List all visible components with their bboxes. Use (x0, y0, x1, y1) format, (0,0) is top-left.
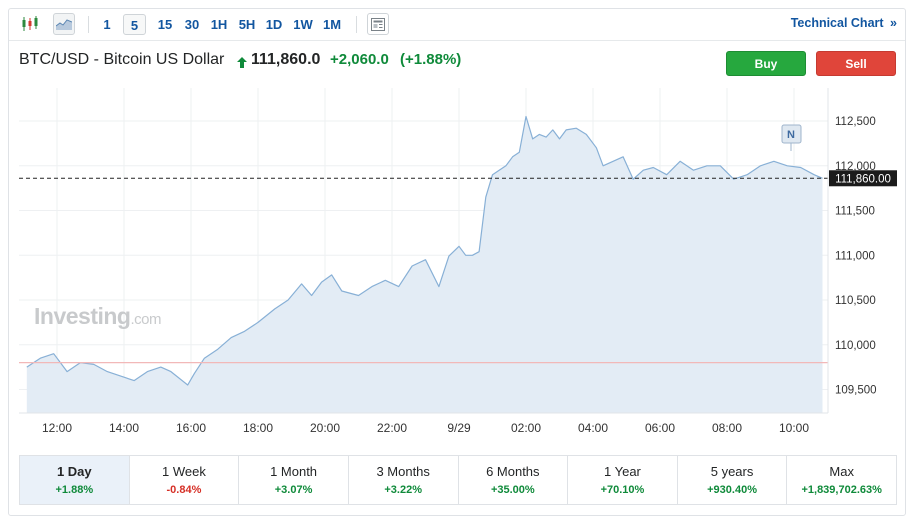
period-label: 1 Year (604, 464, 641, 479)
period-change: +1,839,702.63% (801, 484, 882, 496)
arrow-up-icon (237, 55, 247, 73)
period-label: 1 Day (56, 464, 92, 479)
period-change: +3.07% (274, 484, 313, 496)
y-tick-label: 110,000 (835, 340, 876, 352)
buy-button[interactable]: Buy (726, 51, 806, 76)
x-tick-label: 9/29 (447, 421, 471, 435)
period-change: +70.10% (600, 484, 645, 496)
instrument-name: BTC/USD - Bitcoin US Dollar (19, 51, 225, 68)
area-chart-icon[interactable] (53, 13, 75, 35)
watermark-brand: Investing (34, 303, 131, 329)
period-3-months[interactable]: 3 Months +3.22% (349, 456, 459, 504)
y-tick-label: 111,500 (835, 206, 875, 218)
y-tick-label: 110,500 (835, 295, 876, 307)
interval-5[interactable]: 5 (123, 14, 146, 35)
interval-1d[interactable]: 1D (265, 17, 283, 32)
period-1-week[interactable]: 1 Week -0.84% (130, 456, 240, 504)
x-tick-label: 14:00 (109, 421, 139, 435)
price-change-percent: (+1.88%) (400, 51, 462, 68)
last-price: 111,860.0 (251, 51, 321, 68)
interval-1h[interactable]: 1H (210, 17, 228, 32)
price-area-fill (26, 116, 823, 413)
period-label: Max (829, 464, 854, 479)
interval-1m[interactable]: 1M (322, 17, 342, 32)
period-1-day[interactable]: 1 Day +1.88% (20, 456, 130, 504)
current-price-label-bg (829, 170, 897, 187)
chart-marker-layer: N (781, 124, 802, 151)
price-line (26, 115, 823, 386)
period-change: +3.22% (384, 484, 422, 496)
technical-chart-link[interactable]: Technical Chart » (791, 16, 897, 30)
interval-30[interactable]: 30 (184, 17, 200, 32)
period-label: 1 Week (162, 464, 206, 479)
y-tick-label: 111,000 (835, 250, 875, 262)
interval-5h[interactable]: 5H (238, 17, 256, 32)
toolbar-divider (88, 16, 89, 33)
period-change: -0.84% (166, 484, 202, 496)
interval-1w[interactable]: 1W (293, 17, 313, 32)
chart-widget (8, 8, 906, 516)
toolbar-divider (356, 16, 357, 33)
x-tick-label: 20:00 (310, 421, 340, 435)
x-tick-label: 04:00 (578, 421, 608, 435)
x-tick-label: 16:00 (176, 421, 206, 435)
price-change: +2,060.0 (330, 51, 389, 68)
watermark-suffix: .com (130, 311, 161, 328)
double-chevron-right-icon: » (890, 16, 897, 30)
chart-toolbar: 1 5 15 30 1H 5H 1D 1W 1M Technical Chart… (9, 9, 905, 41)
technical-chart-label: Technical Chart (790, 16, 884, 30)
x-tick-label: 10:00 (779, 421, 809, 435)
interval-15[interactable]: 15 (157, 17, 173, 32)
news-icon[interactable] (367, 13, 389, 35)
y-tick-label: 112,500 (835, 116, 876, 128)
x-tick-label: 22:00 (377, 421, 407, 435)
y-tick-label: 109,500 (835, 385, 877, 397)
investing-watermark: Investing.com (34, 303, 161, 330)
x-tick-label: 08:00 (712, 421, 742, 435)
current-price-label: 111,860.00 (835, 173, 891, 185)
chart-axis-layer: 112,500 112,000 111,500 111,000 110,500 110,0… (19, 88, 877, 435)
news-marker-icon: N (787, 129, 795, 141)
period-label: 3 Months (376, 464, 430, 479)
period-label: 5 years (710, 464, 754, 479)
period-max[interactable]: Max +1,839,702.63% (787, 456, 896, 504)
x-tick-label: 12:00 (42, 421, 72, 435)
chart-area-layer (26, 115, 823, 413)
period-change: +35.00% (490, 484, 535, 496)
period-6-months[interactable]: 6 Months +35.00% (459, 456, 569, 504)
sell-button[interactable]: Sell (816, 51, 896, 76)
period-label: 1 Month (270, 464, 318, 479)
period-label: 6 Months (486, 464, 540, 479)
period-change: +930.40% (707, 484, 757, 496)
x-tick-label: 18:00 (243, 421, 273, 435)
interval-1[interactable]: 1 (103, 17, 111, 32)
performance-periods: 1 Day +1.88% 1 Week -0.84% 1 Month +3.07… (19, 455, 897, 505)
chart-reference-layer: 111,860.00 (19, 170, 897, 364)
x-tick-label: 02:00 (511, 421, 541, 435)
period-change: +1.88% (55, 484, 94, 496)
period-5-years[interactable]: 5 years +930.40% (678, 456, 788, 504)
candlestick-icon[interactable] (19, 13, 41, 35)
period-1-month[interactable]: 1 Month +3.07% (239, 456, 349, 504)
y-tick-label: 112,000 (835, 161, 876, 173)
period-1-year[interactable]: 1 Year +70.10% (568, 456, 678, 504)
x-tick-label: 06:00 (645, 421, 675, 435)
